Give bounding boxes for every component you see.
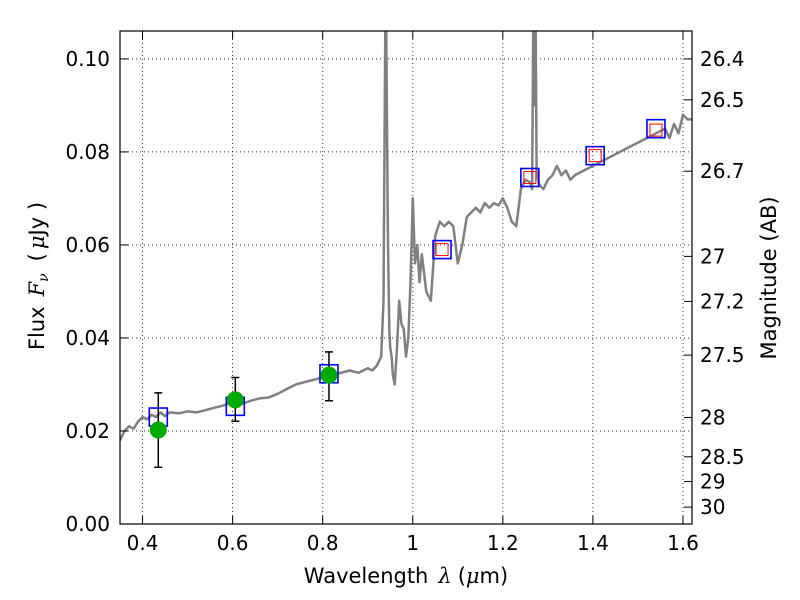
spectrum-line [120,31,692,441]
model-square-point [585,145,605,166]
x-axis-title: Wavelength λ (μm) [304,564,508,588]
observed-square-point [588,149,602,163]
y-tick-label: 0.04 [65,326,110,350]
y2-tick-label: 28 [700,405,725,429]
x-tick-label: 0.4 [127,531,159,555]
x-tick-label: 1 [406,531,419,555]
x-tick-label: 0.8 [307,531,339,555]
model-square-point [520,167,540,188]
y-tick-label: 0.06 [65,233,110,257]
x-tick-label: 0.6 [217,531,249,555]
y2-tick-label: 27.5 [700,343,745,367]
y-tick-label: 0.08 [65,140,110,164]
observed-circle-point [226,391,244,409]
x-tick-label: 1.2 [487,531,519,555]
y-tick-label: 0.00 [65,512,110,536]
x-tick-label: 1.4 [577,531,609,555]
model-square-point [432,239,452,260]
observed-circle-point [149,421,167,439]
observed-square-point [649,123,663,137]
observed-square-point [523,171,537,185]
y2-tick-label: 26.7 [700,159,745,183]
axes-frame [119,30,693,525]
y2-tick-label: 26.5 [700,88,745,112]
y2-tick-label: 29 [700,470,725,494]
plot-frame [119,30,693,525]
y-tick-label: 0.10 [65,47,110,71]
model-square-point [646,118,666,139]
y2-tick-label: 27 [700,244,725,268]
y-tick-label: 0.02 [65,419,110,443]
y2-tick-label: 27.2 [700,289,745,313]
y2-tick-label: 28.5 [700,445,745,469]
y-axis-title: FluxFν(μJy ) [25,202,52,350]
plot-area [120,31,692,469]
y2-tick-label: 30 [700,495,725,519]
observed-circle-point [320,366,338,384]
grid-lines [120,31,692,525]
x-tick-label: 1.6 [667,531,699,555]
y2-axis-title: Magnitude (AB) [757,196,781,359]
y2-tick-label: 26.4 [700,47,745,71]
observed-square-point [435,243,449,257]
tick-layer: 0.4 0.6 0.8 1 1.2 1.4 1.6 0.00 0.02 0.04 0.06 0.08 0… [65,31,745,555]
